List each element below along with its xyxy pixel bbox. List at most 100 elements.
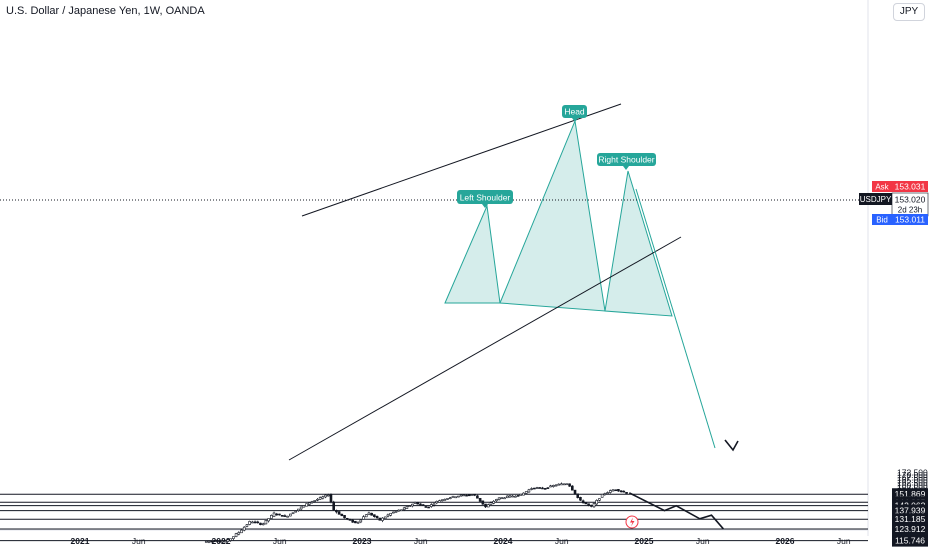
candle-bull [411,503,414,507]
candle-bear [424,506,428,508]
candle-bull [527,489,531,493]
candle-bear [427,506,430,509]
candle-bull [310,501,314,503]
candle-bear [340,513,344,517]
candle-bear [213,540,216,543]
candle-bear [481,500,485,505]
label-left-shoulder[interactable]: Left Shoulder [457,190,513,208]
head-area [499,119,606,312]
candle-bear [259,522,262,526]
candle-bull [503,497,506,500]
candle-bull [367,512,371,516]
label-head[interactable]: Head [562,105,587,122]
candle-bull [438,500,441,503]
candle-bull [454,496,458,499]
level-price-label: 131.185 [895,514,926,524]
candle-bull [221,540,224,543]
candle-bull [492,501,495,504]
candle-bull [359,519,363,523]
candle-bull [248,521,251,525]
candle-bull [240,529,243,534]
candle-bull [364,514,368,518]
candle-bear [543,488,547,490]
candle-bull [598,498,601,501]
candle-bear [215,540,219,542]
candle-bull [223,540,227,543]
candle-bear [354,520,357,524]
svg-text:153.020: 153.020 [895,195,926,205]
candle-bull [611,489,615,492]
candle-bear [329,494,333,503]
projection-path[interactable] [628,492,724,530]
candle-bull [413,502,417,504]
candle-bull [302,505,306,508]
candle-bull [440,499,444,502]
candle-bull [242,526,246,531]
candle-bull [451,495,455,498]
candle-bear [584,502,588,505]
level-price-badge [892,513,928,526]
lower-trendline[interactable] [288,236,682,461]
candle-bull [289,513,292,517]
price-axis-area[interactable] [868,0,932,550]
level-price-badge [892,504,928,517]
level-price-badge [892,522,928,535]
candle-bear [280,514,284,517]
candle-bull [386,514,390,517]
candle-bull [270,515,273,519]
candle-bull [405,506,409,509]
candle-bear [373,514,376,517]
candle-bear [576,493,580,498]
candle-bear [484,503,487,508]
candle-bear [335,509,338,513]
candle-bull [272,512,276,517]
candle-bull [316,498,319,501]
candle-bull [226,539,230,542]
svg-text:153.031: 153.031 [895,182,926,192]
candle-bull [297,508,300,511]
candle-bear [421,504,425,507]
y-tick-label: 160.000 [897,480,928,490]
candle-bull [307,502,311,505]
candle-bull [397,509,401,512]
upper-trendline[interactable] [301,103,622,217]
candle-bull [245,524,249,527]
bid-label: Bid 153.011 [872,214,928,225]
candle-bull [511,495,514,498]
candle-bull [549,485,552,488]
candle-bear [256,521,260,524]
candle-bull [608,490,612,493]
candle-bull [595,500,599,505]
candle-bull [299,506,303,510]
label-head-text: Head [564,107,585,117]
candle-bear [467,494,471,497]
candle-bull [470,494,474,496]
candle-bear [622,490,626,493]
candle-bear [619,490,623,493]
candle-bull [362,516,365,520]
event-marker-icon[interactable] [625,515,639,529]
label-right-shoulder[interactable]: Right Shoulder [597,153,656,170]
candle-bull [560,483,563,486]
label-right-shoulder-text: Right Shoulder [598,155,654,165]
y-tick-label: 167.500 [897,473,928,483]
candle-bull [356,521,360,524]
candle-bull [524,491,528,494]
head-and-shoulders-pattern [444,119,673,317]
candle-bull [305,503,308,507]
candle-bull [237,532,241,535]
horizontal-levels [0,493,868,542]
candle-bear [516,495,520,497]
candle-bear [614,489,617,492]
currency-button[interactable]: JPY [893,3,925,21]
candle-bull [326,494,330,497]
candle-bull [324,494,327,498]
right-shoulder-area [604,170,673,317]
candle-bull [457,495,460,498]
candle-bull [402,507,406,511]
candle-bull [204,541,208,543]
level-price-labels: 151.869144.885142.062137.939131.185123.9… [892,488,928,547]
candle-bear [343,515,346,519]
candle-bear [538,487,542,489]
